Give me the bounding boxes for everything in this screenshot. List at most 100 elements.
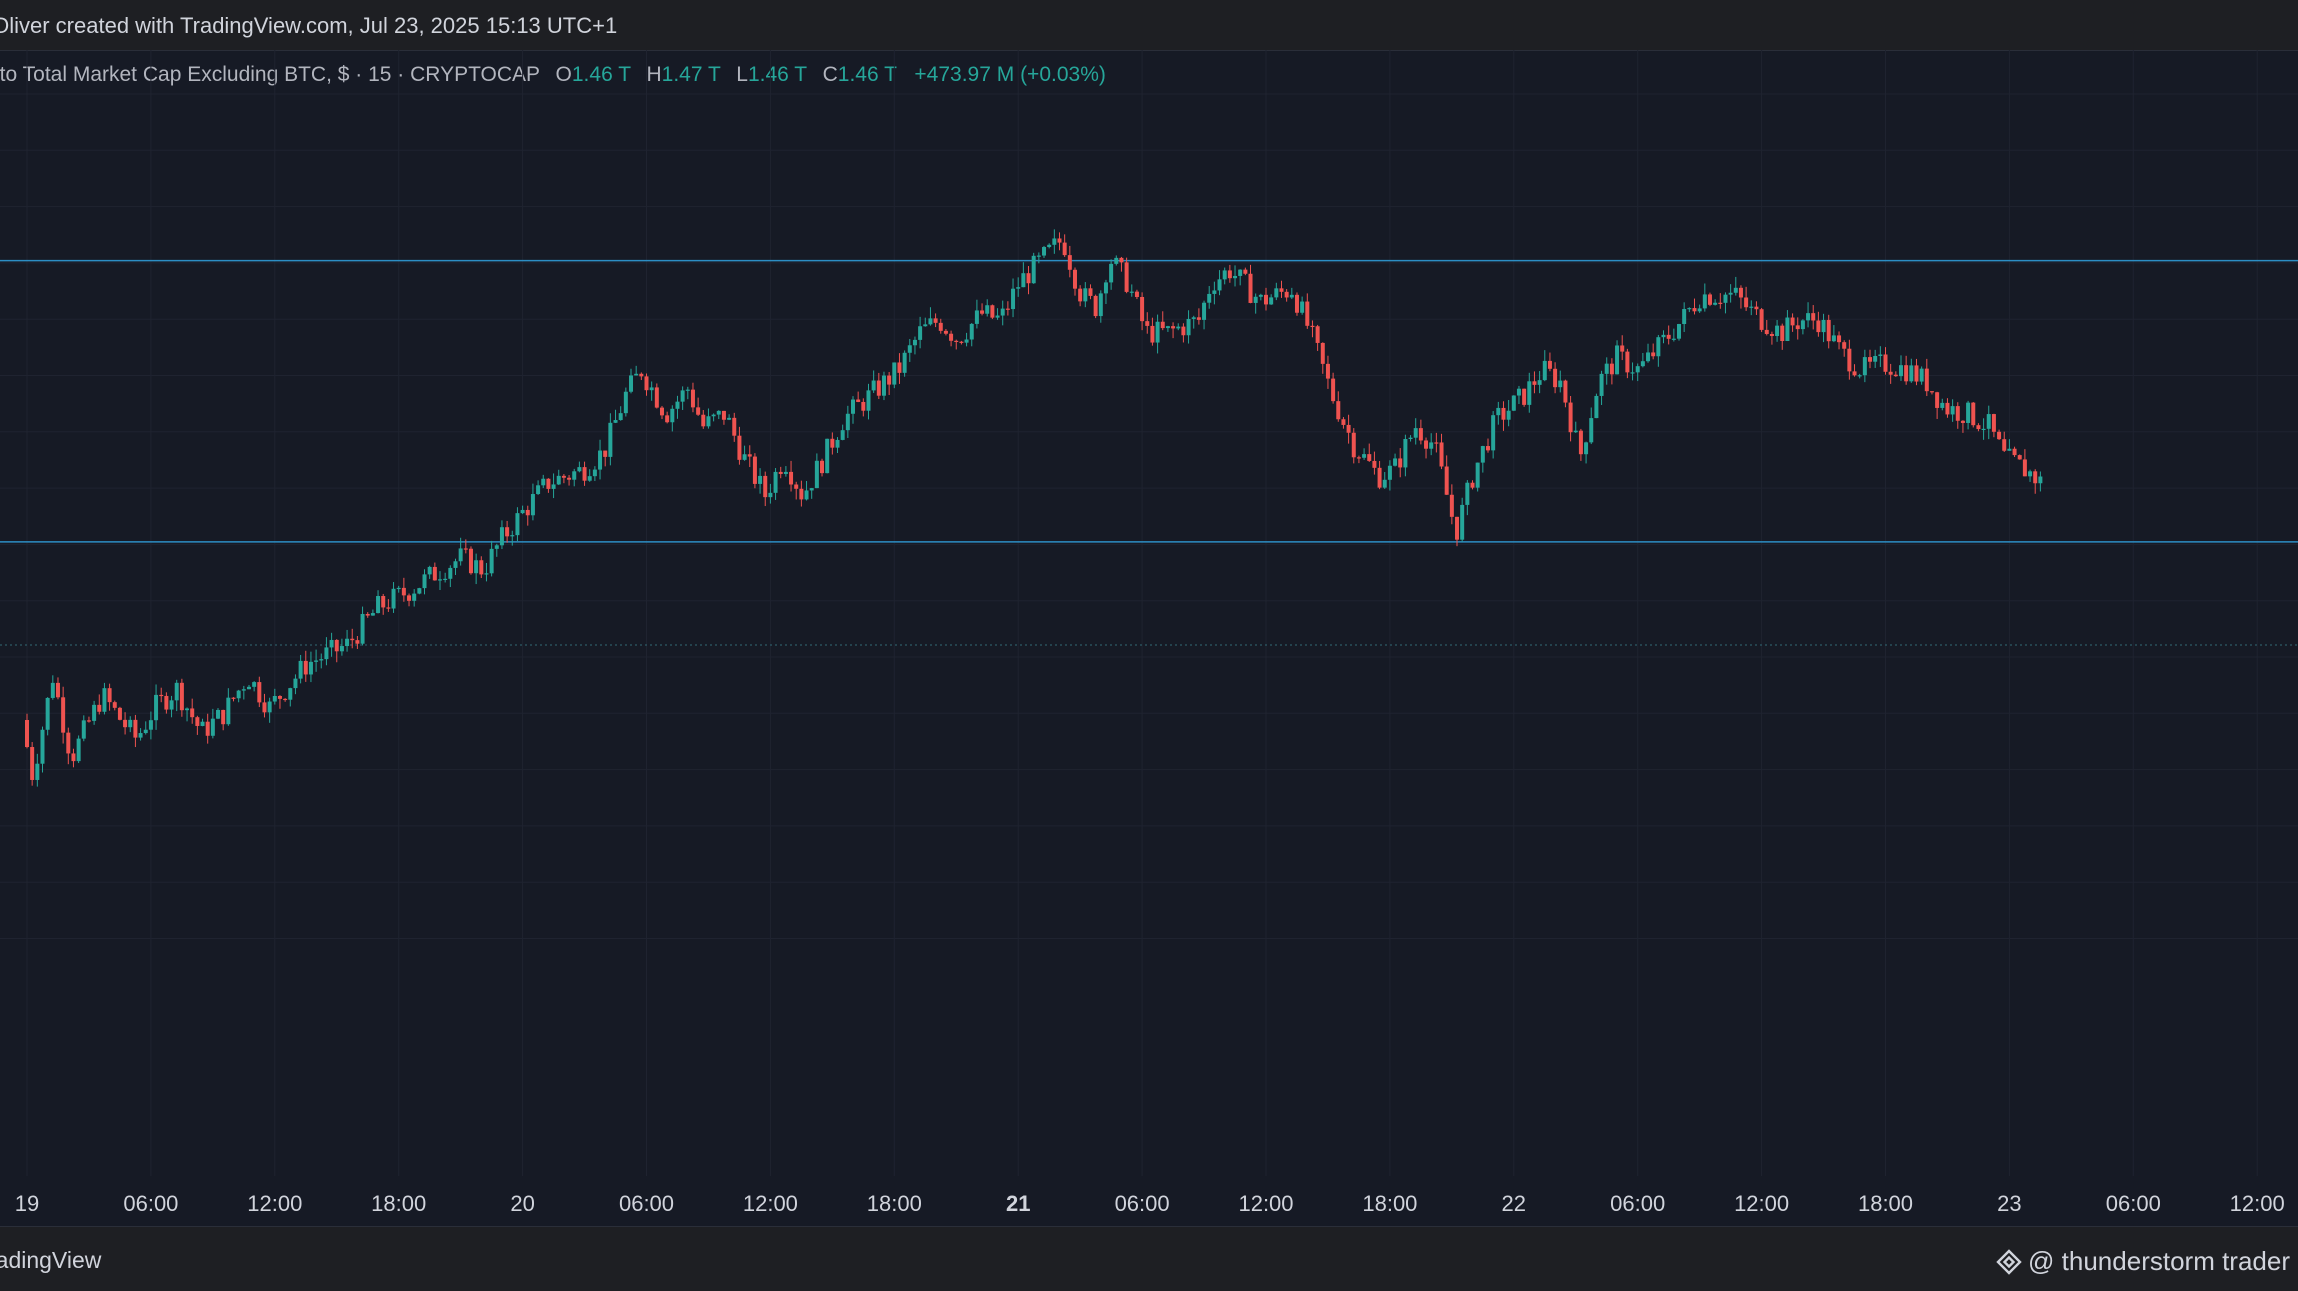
- candle: [1475, 462, 1480, 492]
- candle: [530, 483, 535, 521]
- candle: [1888, 363, 1893, 384]
- candle: [1088, 284, 1093, 300]
- candle: [1248, 264, 1253, 304]
- candle: [649, 381, 654, 401]
- tradingview-brand[interactable]: radingView: [0, 1247, 102, 1273]
- candle: [861, 398, 866, 417]
- candle: [1480, 445, 1485, 473]
- candle: [783, 466, 788, 477]
- candle: [1635, 363, 1640, 382]
- candle: [35, 753, 40, 787]
- candle-body: [1687, 308, 1692, 310]
- candle-body: [1047, 244, 1052, 248]
- candle: [1568, 395, 1573, 442]
- candle: [293, 674, 298, 695]
- candle-body: [1790, 317, 1795, 326]
- candle: [1578, 428, 1583, 461]
- candle-body: [391, 588, 396, 609]
- candle: [61, 686, 66, 744]
- candle: [515, 507, 520, 542]
- time-tick-label: 18:00: [867, 1191, 922, 1216]
- candle: [1707, 292, 1712, 307]
- candle: [799, 480, 804, 507]
- candle-body: [1093, 295, 1098, 317]
- candle: [417, 587, 422, 595]
- candle-body: [1516, 388, 1521, 396]
- candle: [510, 530, 515, 546]
- candle: [1289, 287, 1294, 300]
- candle: [1067, 245, 1072, 278]
- candle-body: [1243, 269, 1248, 274]
- candle: [190, 698, 195, 724]
- candle: [768, 483, 773, 504]
- candle: [107, 683, 112, 711]
- candle: [407, 593, 412, 607]
- candle: [773, 468, 778, 500]
- candle-body: [102, 688, 107, 712]
- candle: [159, 687, 164, 703]
- candle-body: [866, 390, 871, 411]
- symbol-name[interactable]: pto Total Market Cap Excluding BTC, $ · …: [0, 63, 540, 86]
- open-value: 1.46 T: [571, 63, 631, 86]
- time-tick-label: 06:00: [2106, 1191, 2161, 1216]
- candle: [742, 445, 747, 461]
- candle-body: [216, 709, 221, 719]
- candle-body: [887, 375, 892, 385]
- candle-body: [1011, 288, 1016, 310]
- candle-body: [1661, 334, 1666, 338]
- candle-body: [1862, 357, 1867, 376]
- candle-body: [422, 574, 427, 589]
- candle: [1253, 293, 1258, 314]
- candle-body: [40, 729, 45, 764]
- candle: [1800, 319, 1805, 335]
- candle-body: [1924, 368, 1929, 392]
- candle: [2002, 431, 2007, 452]
- time-tick-label: 18:00: [1858, 1191, 1913, 1216]
- candle-body: [1042, 247, 1047, 256]
- candle: [943, 328, 948, 336]
- candle-body: [1563, 380, 1568, 403]
- candle: [685, 386, 690, 400]
- candle: [794, 481, 799, 500]
- candle: [1759, 307, 1764, 332]
- time-tick-label: 12:00: [1238, 1191, 1293, 1216]
- candle-body: [1449, 494, 1454, 517]
- candle: [1434, 432, 1439, 453]
- candle-body: [2022, 459, 2027, 477]
- candle: [701, 410, 706, 429]
- close-value: 1.46 T: [837, 63, 897, 86]
- candle-body: [737, 435, 742, 460]
- candle-body: [1609, 363, 1614, 375]
- candle-body: [1651, 352, 1656, 357]
- candle: [1594, 393, 1599, 419]
- candle: [1940, 398, 1945, 411]
- candlestick-chart[interactable]: 19 06:00 12:00 18:00 20 06:00 12:00 18:00 21 06:0…: [0, 50, 2298, 1226]
- candle-body: [2012, 448, 2017, 456]
- candle: [1341, 417, 1346, 429]
- candle-body: [654, 387, 659, 408]
- candle: [577, 461, 582, 473]
- candle: [763, 471, 768, 507]
- candle-body: [1909, 365, 1914, 382]
- candle: [1294, 292, 1299, 316]
- candle: [680, 386, 685, 410]
- candle: [432, 562, 437, 581]
- candle: [1868, 349, 1873, 369]
- candle: [654, 383, 659, 409]
- candle: [1898, 355, 1903, 381]
- candle: [1129, 284, 1134, 297]
- candle: [959, 340, 964, 345]
- candle-body: [1124, 262, 1129, 292]
- author-tag[interactable]: @ thunderstorm trader: [1996, 1246, 2290, 1277]
- candle-body: [2028, 471, 2033, 477]
- candle: [1857, 373, 1862, 379]
- candle: [1764, 319, 1769, 336]
- candle-body: [530, 494, 535, 516]
- candle: [71, 748, 76, 768]
- candle-body: [659, 407, 664, 416]
- candle: [505, 520, 510, 543]
- candle: [567, 475, 572, 486]
- candle-body: [117, 707, 122, 720]
- candle: [866, 383, 871, 420]
- candle-body: [319, 659, 324, 661]
